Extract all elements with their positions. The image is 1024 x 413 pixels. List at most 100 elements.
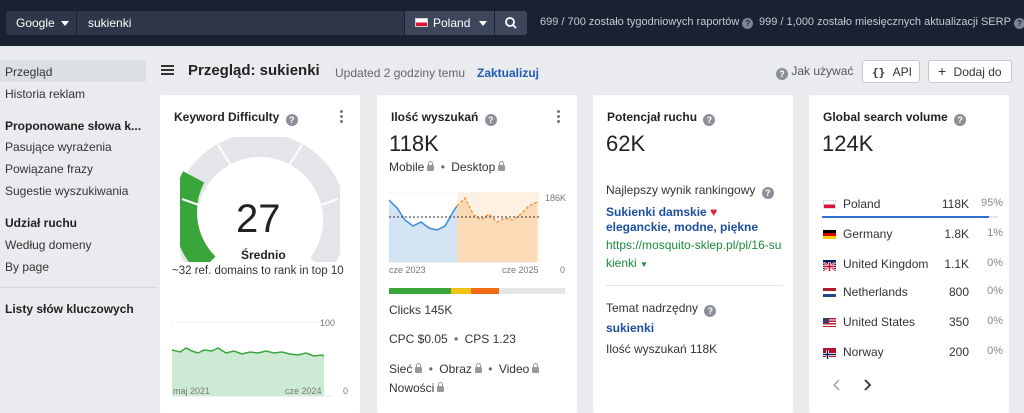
more-options-icon[interactable] (557, 110, 560, 123)
country-row-netherlands: Netherlands 800 0% (823, 285, 1003, 301)
plus-icon: + (938, 63, 947, 79)
search-button[interactable] (495, 11, 527, 35)
country-volume: 350 (948, 315, 969, 329)
desktop-label: Desktop (451, 160, 496, 174)
sidebar-item-ads-history[interactable]: Historia reklam (0, 82, 146, 104)
top-bar: Google sukienki Poland 699 / 700 zostało… (0, 0, 1024, 46)
card-title: Keyword Difficulty ? (174, 110, 298, 126)
search-volume-chart (389, 192, 539, 263)
weekly-reports-quota: 699 / 700 zostało tygodniowych raportów? (540, 16, 754, 29)
page-title: Przegląd: sukienki (188, 62, 320, 79)
lock-icon (474, 363, 482, 373)
germany-flag-icon (823, 230, 836, 239)
country-name: United Kingdom (843, 257, 929, 271)
code-braces-icon: {} (872, 66, 886, 79)
sidebar-section-keyword-lists[interactable]: Listy słów kluczowych (5, 302, 134, 316)
help-icon[interactable]: ? (484, 114, 497, 126)
feature-news: Nowości (389, 381, 435, 395)
difficulty-gauge (180, 137, 340, 262)
help-icon[interactable]: ? (742, 18, 754, 29)
country-name: Norway (843, 345, 884, 359)
best-ranking-url-line1[interactable]: https://mosquito-sklep.pl/pl/16-su (606, 238, 782, 252)
serp-intent-bar (389, 288, 565, 294)
country-row-norway: Norway 200 0% (823, 345, 1003, 361)
help-icon[interactable]: ? (703, 114, 716, 126)
help-icon[interactable]: ? (954, 114, 967, 126)
sidebar-item-overview[interactable]: Przegląd (0, 60, 146, 82)
more-options-icon[interactable] (340, 110, 343, 123)
chart-y-max-label: 186K (545, 193, 567, 203)
sidebar-item-matching-terms[interactable]: Pasujące wyrażenia (0, 135, 146, 157)
country-select[interactable]: Poland (405, 11, 494, 35)
sidebar-item-label: Przegląd (5, 65, 53, 79)
sidebar-section-traffic-share[interactable]: Udział ruchu (5, 216, 78, 230)
sidebar-section-keyword-ideas[interactable]: Proponowane słowa k... (5, 119, 142, 133)
country-volume: 200 (948, 345, 969, 359)
chart-x-end-label: cze 2025 (502, 265, 539, 275)
serp-features-row-2: Nowości (389, 381, 445, 395)
best-ranking-title-line1[interactable]: Sukienki damskie ♥ (606, 205, 717, 219)
sidebar-item-by-domain[interactable]: Według domeny (0, 233, 146, 255)
card-divider (606, 285, 782, 286)
menu-icon[interactable] (161, 65, 174, 75)
best-ranking-url-line2[interactable]: kienki ▼ (606, 256, 648, 270)
norway-flag-icon (823, 348, 836, 359)
chart-y-min-label: 0 (560, 265, 566, 275)
help-icon[interactable]: ? (285, 114, 298, 126)
feature-network: Sieć (389, 362, 413, 376)
intent-segment-orange (471, 288, 499, 294)
next-page-button[interactable] (859, 377, 875, 393)
difficulty-score: 27 (236, 197, 281, 241)
keyword-search-input[interactable]: sukienki (77, 11, 404, 35)
lock-icon (437, 382, 445, 392)
country-volume: 1.1K (944, 257, 969, 271)
parent-topic-label: Temat nadrzędny ? (606, 301, 717, 317)
country-volume: 118K (941, 197, 969, 211)
best-ranking-label: Najlepszy wynik rankingowy ? (606, 183, 774, 199)
prev-page-button[interactable] (829, 377, 845, 393)
keyword-search-value: sukienki (88, 16, 132, 30)
help-icon[interactable]: ? (704, 305, 717, 317)
country-row-united-kingdom: United Kingdom 1.1K 0% (822, 257, 1003, 273)
updated-timestamp: Updated 2 godziny temu (335, 66, 466, 80)
device-breakdown: Mobile • Desktop (389, 160, 506, 174)
sidebar-item-by-page[interactable]: By page (0, 255, 146, 277)
chart-y-max-label: 100 (320, 318, 336, 328)
refresh-link[interactable]: Zaktualizuj (477, 66, 540, 80)
add-to-button[interactable]: + Dodaj do (928, 60, 1012, 83)
best-ranking-text: Najlepszy wynik rankingowy (606, 183, 756, 197)
country-row-poland: Poland 118K 95% (823, 197, 1003, 213)
difficulty-label: Średnio (241, 248, 286, 262)
search-engine-select[interactable]: Google (6, 11, 76, 35)
chart-x-start-label: cze 2023 (389, 265, 426, 275)
poland-flag-icon (823, 200, 836, 209)
best-ranking-title-line2[interactable]: eleganckie, modne, piękne (606, 220, 759, 234)
difficulty-subtitle: ~32 ref. domains to rank in top 10 (172, 265, 344, 277)
parent-topic-link[interactable]: sukienki (606, 321, 655, 335)
traffic-potential-card: Potencjał ruchu ? 62K Najlepszy wynik ra… (593, 95, 793, 413)
chart-y-min-label: 0 (343, 386, 349, 396)
lock-icon (415, 363, 423, 373)
sidebar-item-search-suggestions[interactable]: Sugestie wyszukiwania (0, 179, 146, 201)
us-flag-icon (823, 318, 836, 327)
how-to-use-link[interactable]: ? Jak używać (776, 64, 853, 80)
search-icon (505, 17, 517, 29)
country-name: Germany (843, 227, 893, 241)
poland-flag-icon (415, 18, 428, 27)
country-name: Poland (843, 197, 881, 211)
sidebar-item-related-terms[interactable]: Powiązane frazy (0, 157, 146, 179)
feature-video: Video (498, 362, 530, 376)
traffic-potential-value: 62K (606, 131, 646, 156)
lock-icon (532, 363, 540, 373)
help-icon[interactable]: ? (1013, 18, 1024, 29)
search-volume-value: 118K (389, 131, 439, 156)
weekly-reports-text: 699 / 700 zostało tygodniowych raportów (540, 16, 740, 28)
api-button[interactable]: {} API (862, 60, 920, 83)
chevron-left-icon (832, 379, 840, 391)
help-icon[interactable]: ? (761, 187, 774, 199)
best-ranking-title-text: Sukienki damskie (606, 205, 707, 219)
sidebar-item-label: Historia reklam (5, 87, 86, 101)
country-share: 95% (980, 197, 1003, 209)
netherlands-flag-icon (823, 288, 836, 297)
add-to-button-label: Dodaj do (953, 65, 1002, 79)
